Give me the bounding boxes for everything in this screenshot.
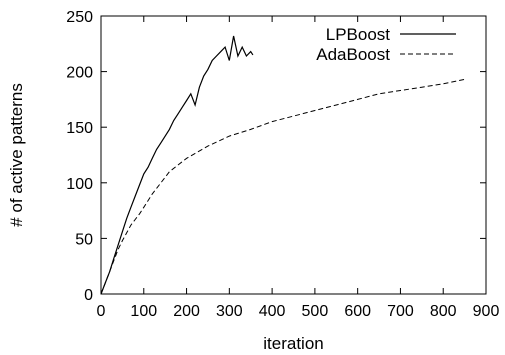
x-tick-label: 500 [302, 303, 329, 320]
legend: LPBoost AdaBoost [316, 25, 456, 64]
legend-label-adaboost: AdaBoost [316, 45, 390, 64]
x-tick-label: 600 [344, 303, 371, 320]
series-line-adaboost [100, 78, 465, 295]
legend-label-lpboost: LPBoost [326, 25, 391, 44]
x-tick-label: 800 [430, 303, 457, 320]
x-tick-label: 700 [387, 303, 414, 320]
x-axis-title: iteration [263, 334, 323, 353]
series-layer [100, 35, 465, 295]
plot-frame [100, 15, 487, 295]
y-tick-label: 250 [66, 9, 93, 26]
x-tick-label: 900 [473, 303, 500, 320]
x-tick-label: 300 [216, 303, 243, 320]
y-tick-label: 0 [84, 287, 93, 304]
y-tick-label: 50 [75, 231, 93, 248]
x-tick-label: 200 [173, 303, 200, 320]
y-tick-label: 200 [66, 65, 93, 82]
ticks-layer: 0 100 200 300 400 500 600 700 800 900 0 50 100 150 200… [66, 9, 499, 320]
y-tick-label: 150 [66, 120, 93, 137]
y-axis-title: # of active patterns [7, 83, 26, 227]
x-tick-label: 100 [130, 303, 157, 320]
y-tick-label: 100 [66, 176, 93, 193]
x-tick-label: 0 [97, 303, 106, 320]
x-tick-label: 400 [259, 303, 286, 320]
series-line-lpboost [100, 35, 254, 295]
